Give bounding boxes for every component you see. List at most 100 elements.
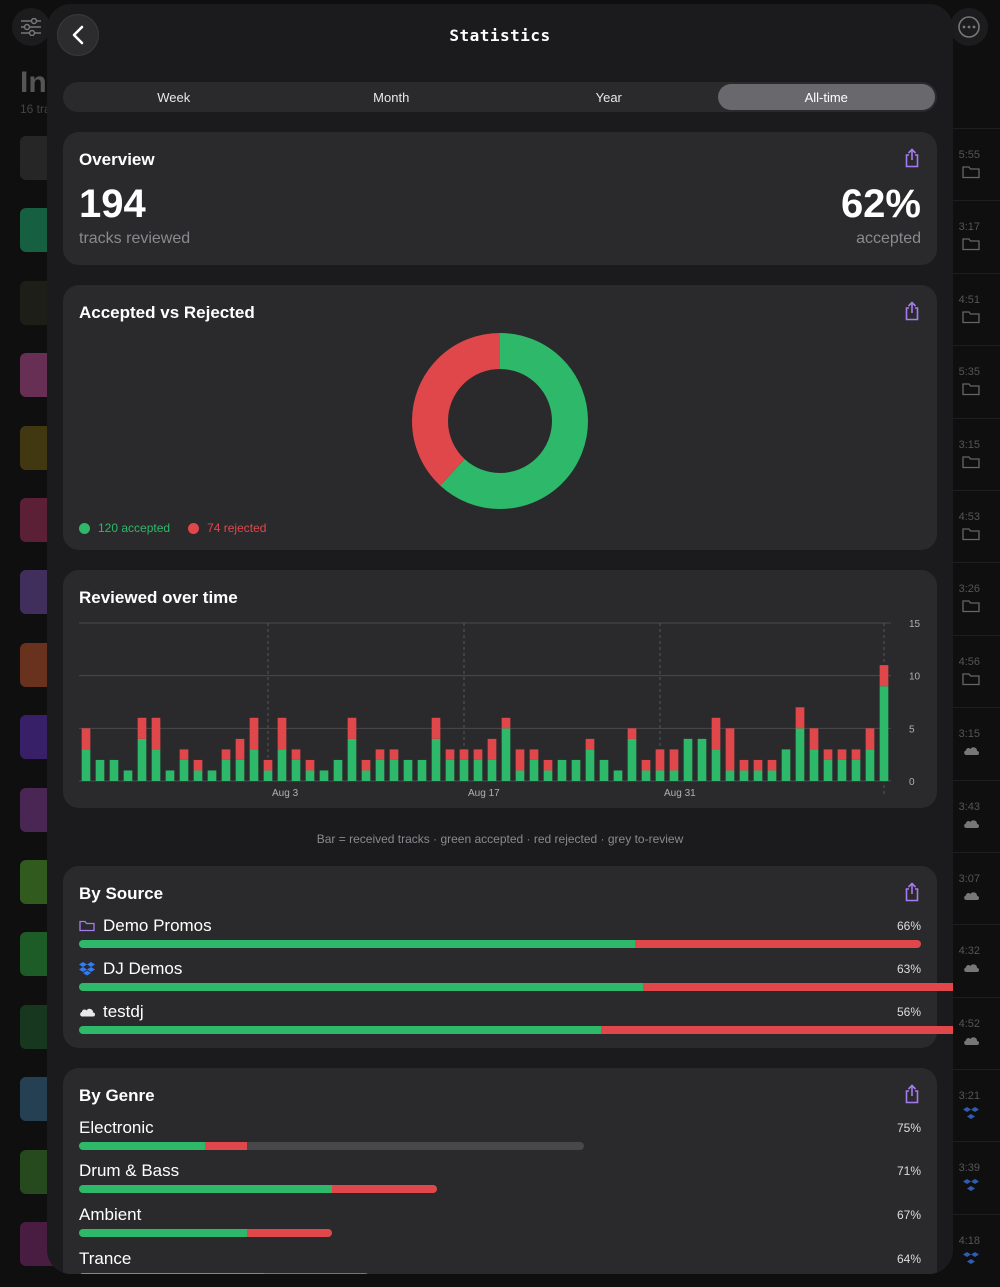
- reviewed-over-time-card: Reviewed over time 0 5 10 15 Aug 3 Aug 17 Aug …: [63, 570, 937, 808]
- share-icon[interactable]: [903, 148, 921, 168]
- tab-all-time[interactable]: All-time: [717, 84, 935, 110]
- cloud-icon: [964, 1036, 979, 1045]
- background-track-row: 3:07: [952, 851, 1000, 924]
- folder-icon: [962, 600, 980, 613]
- bar-accepted: [683, 738, 693, 781]
- by-source-card: By Source Demo Promos 66% DJ Demos 63% t…: [63, 866, 953, 1048]
- bar-rejected: [459, 749, 469, 760]
- genre-row-electronic[interactable]: Electronic 75%: [79, 1118, 921, 1158]
- bar-accepted: [319, 770, 329, 781]
- track-duration: 4:32: [958, 945, 980, 958]
- by-genre-title: By Genre: [79, 1086, 155, 1105]
- bar-accepted: [865, 749, 875, 781]
- bar-rejected: [193, 759, 203, 771]
- accepted-vs-rejected-card: Accepted vs Rejected 120 accepted 74 rej…: [63, 285, 937, 550]
- bar-accepted: [431, 738, 441, 781]
- track-duration: 4:51: [958, 293, 980, 306]
- rejected-segment: [331, 1185, 437, 1193]
- x-tick-label: Aug 17: [468, 788, 500, 799]
- bar-accepted: [571, 759, 581, 781]
- timeline-chart: 0 5 10 15 Aug 3 Aug 17 Aug 31: [79, 619, 921, 799]
- bar-accepted: [669, 770, 679, 781]
- background-track-row: 4:52: [952, 996, 1000, 1069]
- more-icon[interactable]: [950, 8, 988, 46]
- rejected-segment: [205, 1142, 248, 1150]
- background-track-row: 5:35: [952, 345, 1000, 417]
- bar-rejected: [347, 717, 357, 739]
- share-icon[interactable]: [903, 301, 921, 321]
- bar-accepted: [473, 759, 483, 781]
- background-track-row: 5:55: [952, 128, 1000, 200]
- bar-rejected: [235, 738, 245, 760]
- bar-accepted: [641, 770, 651, 781]
- bar-accepted: [795, 728, 805, 781]
- dropbox-icon: [963, 1179, 979, 1192]
- share-icon[interactable]: [903, 882, 921, 902]
- tab-week[interactable]: Week: [157, 89, 191, 105]
- bar-rejected: [837, 749, 847, 760]
- background-track-row: 3:15: [952, 707, 1000, 779]
- bar-accepted: [291, 759, 301, 781]
- background-track-list: 5:55 3:17 4:51 5:35 3:15 4:53 3:26 4:56 3:15 3:43…: [952, 128, 1000, 1286]
- background-track-row: 4:51: [952, 272, 1000, 345]
- dropbox-icon: [963, 1251, 979, 1264]
- folder-icon: [962, 673, 980, 685]
- bar-rejected: [263, 759, 273, 771]
- bar-rejected: [585, 738, 595, 750]
- rejected-segment: [601, 1026, 953, 1034]
- back-button[interactable]: [57, 14, 99, 56]
- source-percent: 66%: [896, 919, 921, 933]
- source-row-demo-promos[interactable]: Demo Promos 66%: [79, 916, 921, 956]
- folder-icon: [962, 383, 980, 396]
- cloud-icon: [80, 1008, 95, 1017]
- background-track-row: 3:15: [952, 417, 1000, 490]
- source-row-testdj[interactable]: testdj 56%: [79, 1002, 953, 1042]
- bar-accepted: [235, 759, 245, 781]
- tab-year[interactable]: Year: [595, 89, 622, 105]
- share-icon[interactable]: [903, 1084, 921, 1104]
- bar-accepted: [459, 759, 469, 781]
- track-duration: 5:35: [958, 366, 980, 379]
- bar-accepted: [809, 749, 819, 781]
- bar-rejected: [641, 759, 651, 771]
- accepted-segment: [79, 983, 644, 991]
- track-duration: 3:17: [958, 221, 980, 234]
- accepted-percent: 62%: [840, 182, 921, 226]
- legend-rejected-label: 74 rejected: [207, 521, 267, 535]
- cloud-icon: [964, 747, 979, 756]
- bar-accepted: [599, 759, 609, 781]
- track-duration: 4:18: [958, 1234, 980, 1247]
- track-duration: 5:55: [958, 149, 980, 161]
- bar-rejected: [543, 759, 553, 771]
- y-tick-label: 5: [909, 724, 915, 735]
- bar-accepted: [221, 759, 231, 781]
- by-source-title: By Source: [79, 884, 164, 903]
- background-track-row: 4:32: [952, 924, 1000, 996]
- bar-accepted: [347, 738, 357, 781]
- bar-accepted: [249, 749, 259, 781]
- bar-rejected: [389, 749, 399, 760]
- genre-row-drum-and-bass[interactable]: Drum & Bass 71%: [79, 1161, 921, 1201]
- genre-label: Trance: [79, 1249, 132, 1268]
- filter-icon[interactable]: [12, 8, 50, 46]
- source-label: Demo Promos: [103, 916, 212, 935]
- donut-chart: [412, 333, 588, 509]
- folder-icon: [962, 238, 980, 251]
- bar-accepted: [263, 770, 273, 781]
- source-percent: 56%: [896, 1005, 921, 1019]
- source-row-dj-demos[interactable]: DJ Demos 63%: [79, 959, 953, 999]
- tab-month[interactable]: Month: [373, 89, 410, 105]
- x-tick-label: Aug 3: [272, 788, 299, 799]
- cloud-icon: [964, 964, 979, 973]
- track-duration: 4:56: [958, 655, 980, 668]
- donut-legend: 120 accepted 74 rejected: [79, 521, 266, 535]
- legend-rejected: 74 rejected: [188, 521, 266, 535]
- genre-row-ambient[interactable]: Ambient 67%: [79, 1205, 921, 1245]
- bar-accepted: [585, 749, 595, 781]
- track-duration: 4:52: [958, 1017, 980, 1030]
- bar-rejected: [291, 749, 301, 760]
- by-genre-card: By Genre Electronic 75% Drum & Bass 71% …: [63, 1068, 937, 1274]
- accepted-segment: [79, 940, 635, 948]
- bar-accepted: [613, 770, 623, 781]
- genre-row-trance[interactable]: Trance 64%: [79, 1249, 921, 1274]
